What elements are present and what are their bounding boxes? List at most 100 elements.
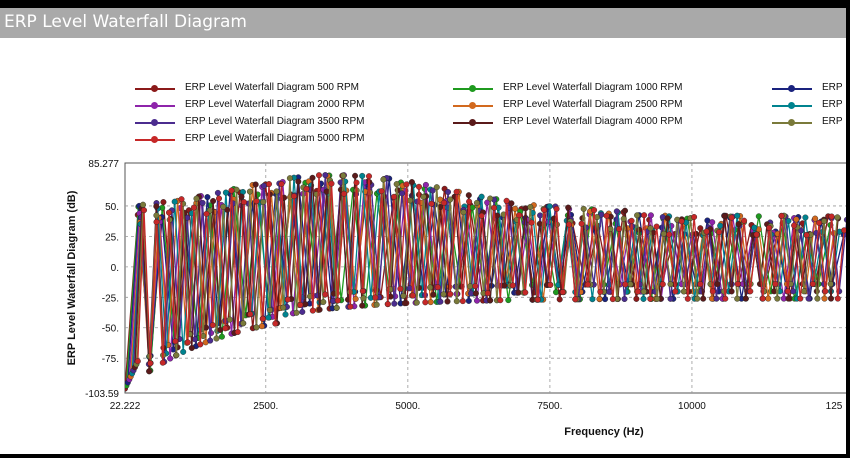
series-marker <box>428 200 435 207</box>
series-marker <box>472 290 479 297</box>
series-marker <box>556 296 563 303</box>
legend-label: ERP <box>822 82 843 93</box>
x-tick-label: 10000 <box>678 401 706 412</box>
series-marker <box>297 301 304 308</box>
series-marker <box>328 180 335 187</box>
series-marker <box>391 300 398 307</box>
series-marker <box>812 215 819 222</box>
series-marker <box>765 295 772 302</box>
series-marker <box>503 197 510 204</box>
series-marker <box>793 216 800 223</box>
series-marker <box>258 323 265 330</box>
series-marker <box>309 307 316 314</box>
series-marker <box>226 316 233 323</box>
series-marker <box>714 281 721 288</box>
series-marker <box>660 230 667 237</box>
series-marker <box>299 308 306 315</box>
series-marker <box>703 228 710 235</box>
series-marker <box>680 288 687 295</box>
window-border <box>846 0 850 458</box>
series-marker <box>199 199 206 206</box>
series-marker <box>721 212 728 219</box>
series-marker <box>352 172 359 179</box>
series-marker <box>700 295 707 302</box>
series-marker <box>193 195 200 202</box>
series-marker <box>640 288 647 295</box>
series-marker <box>188 345 195 352</box>
series-marker <box>478 193 485 200</box>
series-marker <box>734 295 741 302</box>
series-marker <box>627 281 634 288</box>
legend-label: ERP Level Waterfall Diagram 2500 RPM <box>503 99 683 110</box>
series-marker <box>233 186 240 193</box>
series-marker <box>384 301 391 308</box>
series-marker <box>220 203 227 210</box>
x-tick-label: 125 <box>826 401 843 412</box>
series-marker <box>827 281 834 288</box>
x-axis-label: Frequency (Hz) <box>564 426 644 438</box>
series-marker <box>416 183 423 190</box>
series-marker <box>622 281 629 288</box>
series-marker <box>487 195 494 202</box>
series-marker <box>628 217 635 224</box>
series-marker <box>709 288 716 295</box>
series-marker <box>322 172 329 179</box>
series-marker <box>816 219 823 226</box>
series-marker <box>843 216 846 223</box>
series-marker <box>147 360 154 367</box>
series-marker <box>841 227 846 234</box>
series-marker <box>353 179 360 186</box>
series-marker <box>293 309 300 316</box>
series-marker <box>209 322 216 329</box>
legend-marker <box>151 136 158 143</box>
chart-legend: ERP Level Waterfall Diagram 500 RPM ERP L… <box>0 8 846 168</box>
series-marker <box>286 175 293 182</box>
series-marker <box>766 224 773 231</box>
series-marker <box>397 285 404 292</box>
series-marker <box>822 288 829 295</box>
series-marker <box>160 199 167 206</box>
series-marker <box>734 212 741 219</box>
series-marker <box>474 297 481 304</box>
x-tick-label: 22.222 <box>110 401 141 412</box>
series-marker <box>634 212 641 219</box>
series-marker <box>634 288 641 295</box>
series-marker <box>316 306 323 313</box>
series-marker <box>547 281 554 288</box>
series-marker <box>640 295 647 302</box>
series-marker <box>253 198 260 205</box>
series-marker <box>803 232 810 239</box>
y-tick-label: 25. <box>105 232 119 243</box>
y-tick-label: 50. <box>105 202 119 213</box>
series-marker <box>238 193 245 200</box>
series-marker <box>633 295 640 302</box>
series-marker <box>747 288 754 295</box>
series-marker <box>697 281 704 288</box>
series-marker <box>309 174 316 181</box>
series-marker <box>391 193 398 200</box>
series-marker <box>403 181 410 188</box>
legend-marker <box>469 85 476 92</box>
series-marker <box>636 226 643 233</box>
series-marker <box>228 187 235 194</box>
series-marker <box>684 295 691 302</box>
series-marker <box>716 229 723 236</box>
series-marker <box>246 188 253 195</box>
series-marker <box>252 181 259 188</box>
series-marker <box>527 203 534 210</box>
legend-marker <box>151 85 158 92</box>
series-marker <box>616 225 623 232</box>
series-marker <box>572 296 579 303</box>
series-marker <box>512 205 519 212</box>
series-marker <box>215 195 222 202</box>
series-marker <box>393 181 400 188</box>
legend-label: ERP <box>822 99 843 110</box>
series-marker <box>606 288 613 295</box>
legend-label: ERP Level Waterfall Diagram 1000 RPM <box>503 82 683 93</box>
series-marker <box>453 188 460 195</box>
series-marker <box>697 225 704 232</box>
series-marker <box>401 300 408 307</box>
series-marker <box>667 281 674 288</box>
legend-label: ERP Level Waterfall Diagram 2000 RPM <box>185 99 365 110</box>
series-marker <box>380 176 387 183</box>
